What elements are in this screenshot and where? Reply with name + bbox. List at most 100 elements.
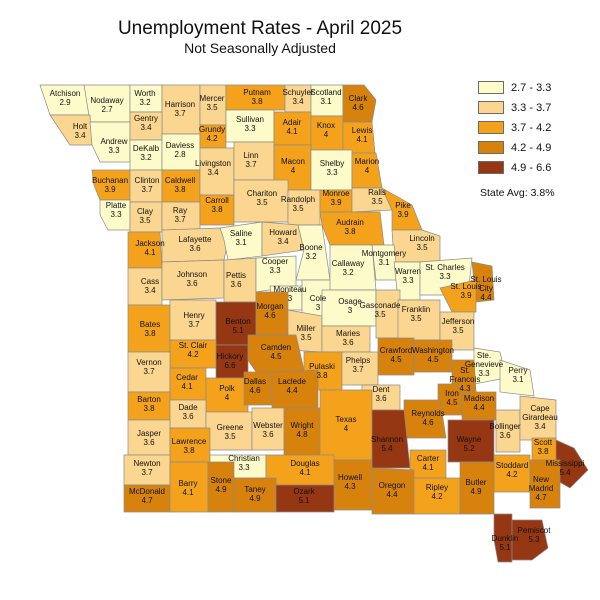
county-name: Dunklin <box>492 534 519 543</box>
county-rate: 3.8 <box>144 329 156 338</box>
county-rate: 3.1 <box>512 375 524 384</box>
county-rate: 4.2 <box>431 492 443 501</box>
county-name: Jasper <box>137 429 161 438</box>
county-name: Nodaway <box>90 96 123 105</box>
county-rate: 3 <box>316 303 321 312</box>
county-name: Platte <box>106 201 127 210</box>
county-name: Sullivan <box>236 115 264 124</box>
county-rate: 3 <box>348 306 353 315</box>
county-name: Texas <box>336 415 357 424</box>
county-name: Jefferson <box>442 317 475 326</box>
county-rate: 3.3 <box>326 168 338 177</box>
county-name: Osage <box>338 297 362 306</box>
county-name: Shelby <box>320 159 344 168</box>
county-rate: 3.5 <box>416 243 428 252</box>
county-name: Clay <box>137 207 153 216</box>
county-name: Madison <box>464 394 494 403</box>
county-rate: 3.7 <box>245 160 257 169</box>
county-name: Schuyler <box>282 88 313 97</box>
county-rate: 3.5 <box>371 197 383 206</box>
county-name: Harrison <box>165 100 195 109</box>
county-name: St. <box>460 366 470 375</box>
legend-label: 4.9 - 6.6 <box>511 161 552 174</box>
legend: 2.7 - 3.3 3.3 - 3.7 3.7 - 4.2 4.2 - 4.9 4.9 … <box>478 78 551 178</box>
county-rate: 5.3 <box>528 535 540 544</box>
county-name: Pettis <box>226 271 246 280</box>
county-name: St. Louis <box>450 282 481 291</box>
county-rate: 4.7 <box>535 493 547 502</box>
county-rate: 3.5 <box>256 198 268 207</box>
county-rate: 4.9 <box>215 485 227 494</box>
county-rate: 2.8 <box>174 150 186 159</box>
legend-swatch <box>478 141 504 154</box>
county-name: Monroe <box>322 189 350 198</box>
county-name: Newton <box>133 459 160 468</box>
county-name: Benton <box>225 317 250 326</box>
county-shape <box>495 409 521 453</box>
county-rate: 3.7 <box>141 185 153 194</box>
county-rate: 3.8 <box>183 446 195 455</box>
county-name: Holt <box>73 122 88 131</box>
county-name: Buchanan <box>92 176 128 185</box>
county-rate: 4.1 <box>182 488 194 497</box>
county-rate: 3.6 <box>262 430 274 439</box>
county-rate: 3.2 <box>342 268 354 277</box>
county-rate: 3.2 <box>305 252 317 261</box>
state-average-label: State Avg: 3.8% <box>480 187 555 199</box>
county-name: Jackson <box>135 239 164 248</box>
county-name: Genevieve <box>465 360 504 369</box>
legend-label: 4.2 - 4.9 <box>511 141 552 154</box>
county-rate: 2.9 <box>59 98 71 107</box>
county-name: Grundy <box>199 125 225 134</box>
legend-item: 4.9 - 6.6 <box>478 158 551 177</box>
county-rate: 3.3 <box>110 210 122 219</box>
county-rate: 4 <box>344 424 349 433</box>
county-name: Adair <box>283 118 302 127</box>
county-name: Wright <box>291 421 315 430</box>
county-rate: 4.2 <box>506 470 518 479</box>
county-rate: 3.5 <box>410 314 422 323</box>
county-rate: 3.2 <box>139 98 151 107</box>
county-name: Putnam <box>243 88 271 97</box>
county-name: Scott <box>534 438 553 447</box>
county-name: Saline <box>230 229 253 238</box>
county-name: Oregon <box>379 481 406 490</box>
legend-swatch <box>478 121 504 134</box>
county-rate: 5.1 <box>499 543 511 552</box>
county-name: Chariton <box>247 189 277 198</box>
county-rate: 3.5 <box>224 432 236 441</box>
county-name: Ste. <box>477 351 491 360</box>
county-rate: 3.6 <box>143 438 155 447</box>
county-name: Lewis <box>352 126 372 135</box>
county-name: Carroll <box>205 196 229 205</box>
county-shape <box>377 337 415 376</box>
county-rate: 4.5 <box>390 355 402 364</box>
county-rate: 3.9 <box>330 198 342 207</box>
county-rate: 3.3 <box>238 463 250 472</box>
county-shape <box>219 221 263 261</box>
map-subtitle: Not Seasonally Adjusted <box>184 40 336 56</box>
county-rate: 3.3 <box>439 272 451 281</box>
county-name: Girardeau <box>522 413 558 422</box>
county-rate: 3.4 <box>207 168 219 177</box>
county-name: Webster <box>253 421 283 430</box>
county-rate: 3.3 <box>402 276 414 285</box>
county-rate: 3.4 <box>292 97 304 106</box>
county-shape <box>529 459 561 509</box>
county-name: Henry <box>183 311 204 320</box>
county-rate: 4.1 <box>299 468 311 477</box>
county-rate: 3.4 <box>74 131 86 140</box>
county-rate: 4.3 <box>344 482 356 491</box>
county-rate: 4.2 <box>187 350 199 359</box>
county-rate: 3.9 <box>397 210 409 219</box>
county-name: Morgan <box>256 302 283 311</box>
county-rate: 3.3 <box>269 266 281 275</box>
county-rate: 4.5 <box>270 352 282 361</box>
county-rate: 3.6 <box>189 244 201 253</box>
county-name: Mississippi <box>546 459 585 468</box>
county-rate: 3.5 <box>452 326 464 335</box>
county-name: McDonald <box>129 487 165 496</box>
county-name: Carter <box>417 454 440 463</box>
county-rate: 3.3 <box>244 124 256 133</box>
